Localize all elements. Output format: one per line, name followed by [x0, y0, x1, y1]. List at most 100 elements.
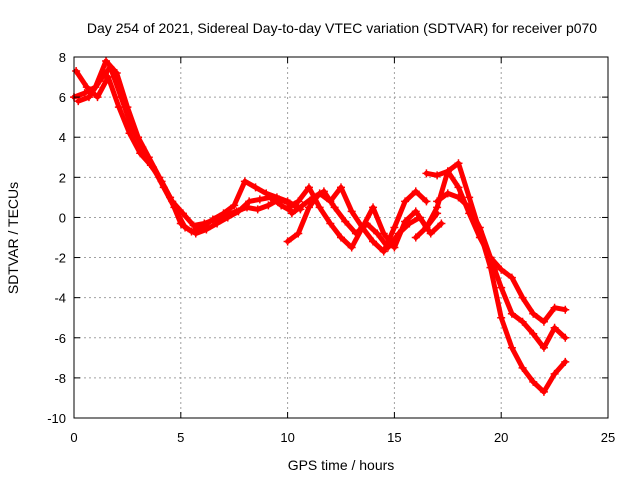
data-point: [465, 203, 474, 212]
data-point: [437, 219, 446, 228]
data-point: [181, 223, 190, 232]
data-point: [191, 229, 200, 238]
data-point: [266, 193, 275, 202]
x-tick-label: 0: [70, 430, 77, 445]
y-tick-label: -8: [54, 371, 66, 386]
y-tick-label: 8: [59, 50, 66, 65]
data-point: [253, 205, 262, 214]
data-point: [539, 343, 548, 352]
data-point: [529, 309, 538, 318]
data-point: [422, 169, 431, 178]
data-point: [405, 219, 414, 228]
data-point: [529, 377, 538, 386]
series-track-6: [287, 187, 446, 252]
data-point: [74, 97, 83, 106]
data-point: [390, 223, 399, 232]
data-point: [337, 183, 345, 192]
data-point: [189, 221, 198, 230]
data-point: [230, 201, 239, 210]
data-point: [319, 187, 328, 196]
data-point: [304, 203, 313, 212]
data-point: [251, 183, 260, 192]
data-point: [95, 77, 104, 86]
chart-title: Day 254 of 2021, Sidereal Day-to-day VTE…: [87, 20, 597, 36]
y-tick-label: 6: [59, 90, 66, 105]
data-point: [550, 323, 559, 332]
data-point: [550, 369, 559, 378]
y-tick-label: -6: [54, 331, 66, 346]
data-point: [202, 225, 211, 234]
data-point: [283, 237, 292, 246]
data-point: [465, 193, 474, 202]
data-point: [539, 317, 548, 326]
data-point: [433, 197, 442, 206]
data-point: [294, 197, 303, 206]
data-point: [157, 177, 166, 186]
data-point: [561, 333, 570, 342]
data-point: [426, 229, 435, 238]
data-point: [240, 177, 249, 186]
data-point: [82, 83, 91, 92]
data-point: [80, 89, 89, 98]
x-axis-label: GPS time / hours: [288, 457, 395, 473]
data-point: [561, 305, 570, 314]
data-point: [221, 211, 230, 220]
data-point: [210, 215, 219, 224]
data-point: [106, 63, 115, 72]
y-axis-label: SDTVAR / TECUs: [5, 182, 21, 294]
data-point: [125, 129, 134, 138]
data-point: [341, 217, 350, 226]
data-point: [245, 197, 254, 206]
data-point: [475, 223, 484, 232]
data-point: [373, 229, 382, 238]
data-point: [309, 193, 318, 202]
data-point: [93, 93, 102, 102]
data-point: [507, 309, 516, 318]
data-point: [411, 233, 420, 242]
data-point: [243, 203, 252, 212]
x-tick-label: 5: [177, 430, 184, 445]
data-point: [298, 201, 307, 210]
data-point: [330, 203, 339, 212]
data-point: [518, 317, 527, 326]
data-point: [401, 197, 410, 206]
y-tick-label: 0: [59, 210, 66, 225]
data-point: [102, 57, 111, 66]
data-point: [84, 93, 93, 102]
data-point: [550, 303, 559, 312]
data-point: [443, 189, 452, 198]
data-point: [104, 73, 113, 82]
series-line: [285, 184, 429, 254]
data-point: [146, 161, 155, 170]
data-point: [347, 207, 356, 216]
data-point: [264, 201, 273, 210]
data-point: [383, 243, 392, 252]
data-point: [168, 197, 177, 206]
series-track-9: [433, 189, 570, 326]
data-point: [411, 187, 420, 196]
data-point: [539, 387, 548, 396]
data-point: [337, 233, 345, 242]
data-point: [394, 229, 403, 238]
data-point: [561, 357, 570, 366]
data-point: [416, 213, 425, 222]
data-point: [304, 183, 313, 192]
data-point: [454, 183, 463, 192]
data-points: [70, 57, 570, 396]
x-tick-label: 20: [494, 430, 508, 445]
data-point: [507, 343, 516, 352]
data-point: [433, 171, 442, 180]
x-tick-label: 25: [601, 430, 615, 445]
data-point: [255, 195, 264, 204]
data-point: [178, 209, 187, 218]
x-tick-label: 15: [387, 430, 401, 445]
y-tick-labels: -10 -8 -6 -4 -2 0 2 4 6 8: [47, 50, 66, 426]
data-point: [454, 193, 463, 202]
data-point: [294, 229, 303, 238]
data-point: [351, 229, 360, 238]
data-point: [518, 293, 527, 302]
data-point: [287, 209, 296, 218]
data-point: [379, 247, 388, 256]
data-point: [114, 103, 123, 112]
